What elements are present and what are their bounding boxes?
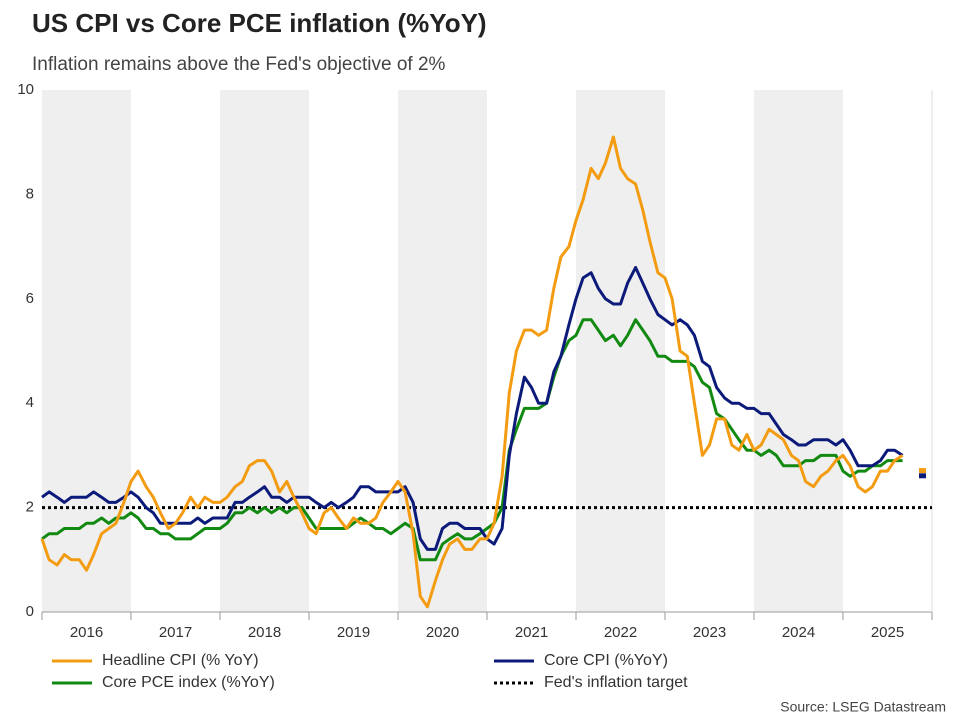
chart-title: US CPI vs Core PCE inflation (%YoY) bbox=[32, 8, 487, 38]
legend-label: Headline CPI (% YoY) bbox=[102, 652, 259, 669]
year-band bbox=[576, 90, 665, 612]
y-tick-label: 10 bbox=[17, 81, 34, 98]
year-band bbox=[220, 90, 309, 612]
x-tick-label: 2022 bbox=[604, 624, 637, 641]
y-tick-label: 8 bbox=[26, 185, 34, 202]
series-line bbox=[41, 318, 903, 562]
x-tick-label: 2019 bbox=[337, 624, 370, 641]
year-band bbox=[398, 90, 487, 612]
y-tick-label: 0 bbox=[26, 603, 34, 620]
series-line bbox=[40, 135, 904, 609]
legend-label: Core PCE index (%YoY) bbox=[102, 674, 275, 691]
x-tick-label: 2017 bbox=[159, 624, 192, 641]
x-tick-label: 2021 bbox=[515, 624, 548, 641]
year-band bbox=[754, 90, 843, 612]
legend-label: Core CPI (%YoY) bbox=[544, 652, 668, 669]
x-tick-label: 2016 bbox=[70, 624, 103, 641]
source: Source: LSEG Datastream bbox=[780, 699, 946, 715]
y-tick-label: 2 bbox=[26, 499, 34, 516]
x-tick-label: 2020 bbox=[426, 624, 459, 641]
y-tick-label: 6 bbox=[26, 290, 34, 307]
end-marker bbox=[919, 468, 926, 474]
end-marker bbox=[919, 473, 926, 479]
series-line bbox=[41, 266, 904, 551]
x-tick-label: 2025 bbox=[871, 624, 904, 641]
x-tick-label: 2024 bbox=[782, 624, 815, 641]
chart-subtitle: Inflation remains above the Fed's object… bbox=[32, 54, 446, 75]
legend-label: Fed's inflation target bbox=[544, 674, 688, 691]
x-tick-label: 2018 bbox=[248, 624, 281, 641]
x-tick-label: 2023 bbox=[693, 624, 726, 641]
y-tick-label: 4 bbox=[26, 394, 34, 411]
